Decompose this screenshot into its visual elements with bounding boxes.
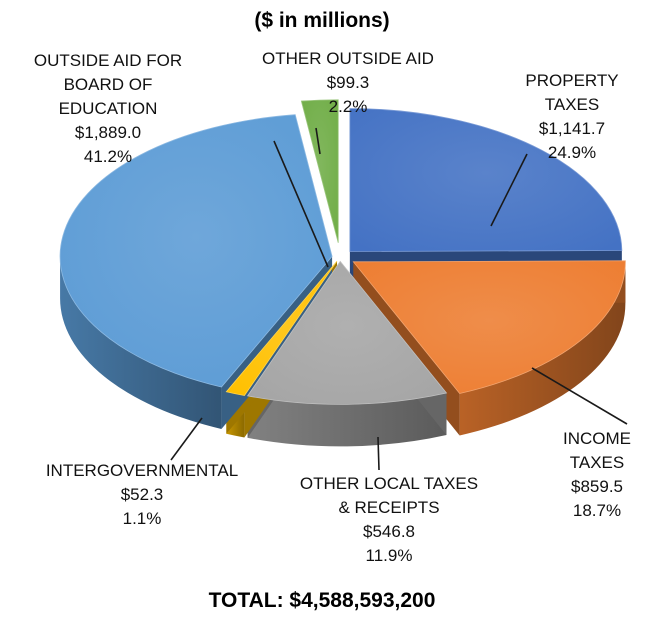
chart-title: ($ in millions)	[254, 9, 389, 32]
leader-line-4	[273, 140, 329, 268]
leader-line-5	[315, 127, 321, 155]
slice-top-1	[352, 260, 626, 394]
slice-label-1: INCOME TAXES $859.5 18.7%	[563, 429, 631, 520]
slice-label-4: OUTSIDE AID FOR BOARD OF EDUCATION $1,889.0…	[34, 51, 182, 166]
slice-label-3: INTERGOVERNMENTAL $52.3 1.1%	[46, 461, 238, 528]
slice-top-2	[246, 260, 448, 405]
leader-lines	[170, 127, 628, 471]
slice-side-4	[60, 256, 222, 430]
leader-line-2	[377, 436, 380, 471]
slice-label-5: OTHER OUTSIDE AID $99.3 2.2%	[262, 49, 434, 116]
slice-side-1	[459, 261, 626, 436]
chart-total: TOTAL: $4,588,593,200	[209, 589, 436, 612]
slice-labels: PROPERTY TAXES $1,141.7 24.9% INCOME TAXES $85…	[34, 49, 631, 565]
slice-top-0	[349, 108, 623, 252]
slice-side-2	[247, 393, 447, 447]
slice-label-2: OTHER LOCAL TAXES & RECEIPTS $546.8 11.9%	[300, 474, 478, 565]
slice-top-5	[300, 99, 339, 243]
leader-line-3	[170, 417, 203, 461]
leader-line-0	[490, 153, 528, 227]
slice-top-4	[59, 114, 333, 388]
slice-label-0: PROPERTY TAXES $1,141.7 24.9%	[525, 71, 618, 162]
pie-tops	[59, 99, 626, 405]
slice-top-3	[225, 260, 338, 396]
leader-line-1	[531, 367, 628, 425]
